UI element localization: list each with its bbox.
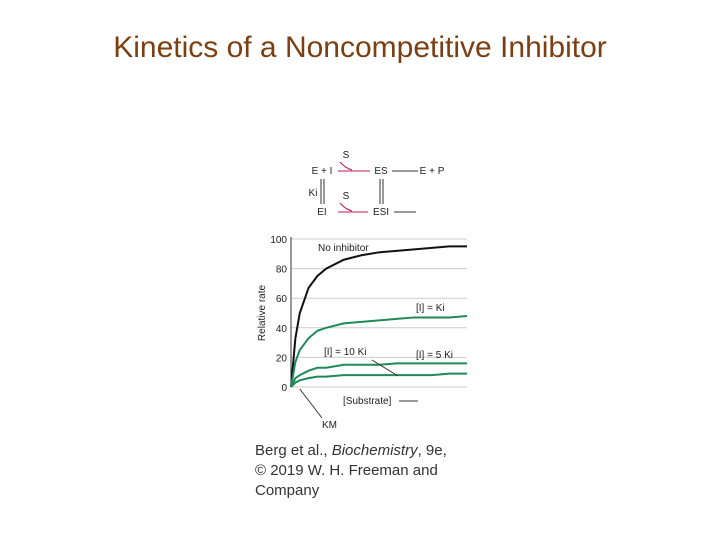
credit-c: , 9e, (418, 442, 447, 459)
scheme-ei2: EI (317, 207, 326, 218)
x-axis-label: [Substrate] (343, 396, 392, 407)
y-tick-label: 80 (276, 265, 288, 276)
series-label: [I] = 5 Ki (416, 350, 453, 361)
y-axis-label: Relative rate (257, 284, 268, 341)
scheme-s2: S (343, 191, 350, 202)
scheme-s: S (343, 150, 350, 161)
series-line (290, 372, 467, 388)
credit-line1: Berg et al., Biochemistry, 9e, (255, 442, 447, 459)
label-pointer (371, 359, 399, 377)
credit-b: Biochemistry (332, 442, 419, 459)
scheme-ep: E + P (420, 166, 445, 177)
series-label: [I] = 10 Ki (324, 347, 367, 358)
y-tick-label: 60 (276, 294, 288, 305)
series-line (290, 245, 467, 388)
scheme-ei: E + I (312, 166, 333, 177)
arrows (338, 161, 370, 213)
credit-a: Berg et al., (255, 442, 332, 459)
scheme-esi: ESI (373, 207, 389, 218)
title: Kinetics of a Noncompetitive Inhibitor (113, 31, 607, 64)
y-tick-label: 20 (276, 353, 288, 364)
scheme-ki: Ki (309, 188, 318, 199)
series-label: [I] = Ki (416, 303, 445, 314)
y-tick-label: 40 (276, 324, 288, 335)
scheme: S E + I ES E + P Ki S EI ESI (309, 150, 445, 218)
series-label: No inhibitor (318, 243, 369, 254)
credit-line3: Company (255, 482, 320, 499)
credit-line2: © 2019 W. H. Freeman and (255, 462, 438, 479)
scheme-es: ES (374, 166, 388, 177)
eq-arrows (320, 170, 418, 213)
km-label: KM (322, 420, 337, 431)
plot: 0 20 40 60 80 100 Relative rate [Substrate] KM No… (257, 235, 468, 431)
series-line (290, 362, 467, 388)
km-pointer (299, 388, 323, 419)
y-tick-label: 0 (281, 383, 287, 394)
series-line (290, 314, 468, 388)
y-tick-label: 100 (270, 235, 287, 246)
